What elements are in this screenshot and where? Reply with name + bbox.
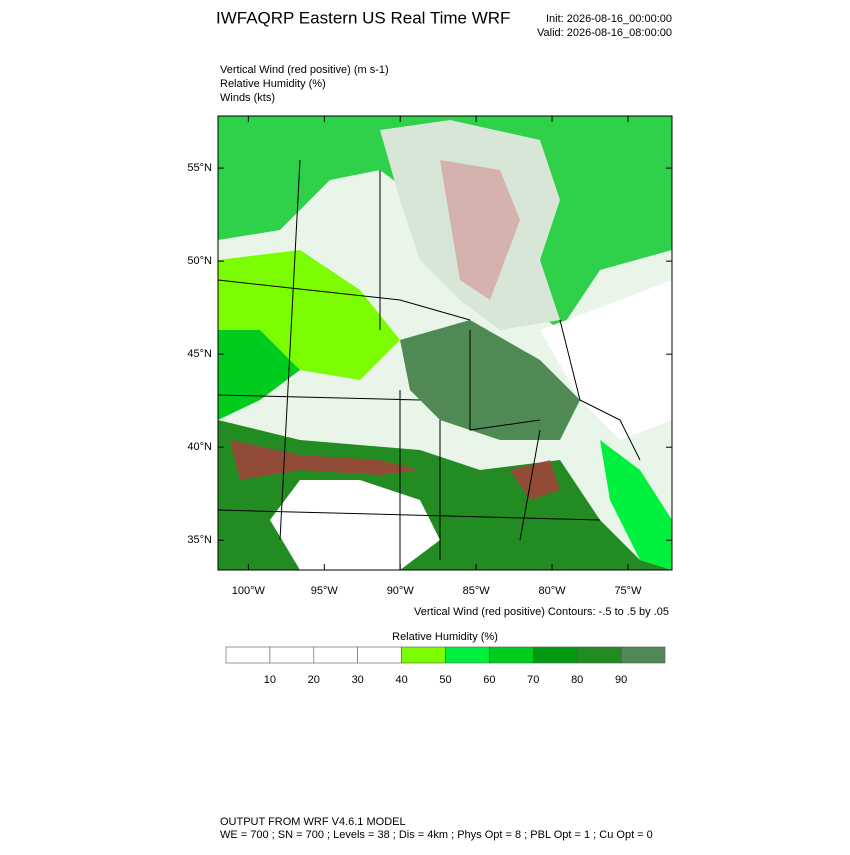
colorbar-title: Relative Humidity (%): [392, 631, 498, 643]
field-label: Winds (kts): [220, 92, 275, 104]
colorbar-label: 10: [264, 674, 276, 686]
colorbar-box: [225, 646, 271, 664]
colorbar-label: 60: [483, 674, 495, 686]
contour-note: Vertical Wind (red positive) Contours: -…: [414, 606, 669, 618]
map-frame: [217, 115, 673, 571]
y-tick-label: 55°N: [187, 162, 212, 174]
colorbar-box: [313, 646, 358, 664]
colorbar-box: [532, 646, 578, 664]
field-label: Relative Humidity (%): [220, 78, 326, 90]
x-tick-label: 85°W: [463, 585, 491, 597]
x-tick-label: 100°W: [232, 585, 266, 597]
y-tick-label: 40°N: [187, 441, 212, 453]
colorbar-label: 20: [308, 674, 320, 686]
colorbar-label: 90: [615, 674, 627, 686]
colorbar-label: 40: [395, 674, 407, 686]
field-label: Vertical Wind (red positive) (m s-1): [220, 64, 389, 76]
colorbar-box: [357, 646, 402, 664]
footer-line: WE = 700 ; SN = 700 ; Levels = 38 ; Dis …: [220, 829, 653, 841]
colorbar-label: 30: [352, 674, 364, 686]
colorbar-box: [445, 646, 490, 664]
x-tick-label: 90°W: [387, 585, 415, 597]
x-tick-label: 75°W: [614, 585, 642, 597]
valid-time: Valid: 2026-08-16_08:00:00: [537, 27, 672, 39]
init-time: Init: 2026-08-16_00:00:00: [546, 13, 672, 25]
colorbar-label: 50: [439, 674, 451, 686]
footer-line: OUTPUT FROM WRF V4.6.1 MODEL: [220, 816, 406, 828]
colorbar-label: 80: [571, 674, 583, 686]
colorbar-box: [620, 646, 666, 664]
x-tick-label: 80°W: [539, 585, 567, 597]
colorbar-box: [401, 646, 446, 664]
title: IWFAQRP Eastern US Real Time WRF: [216, 8, 510, 27]
y-tick-label: 45°N: [187, 348, 212, 360]
colorbar-box: [269, 646, 315, 664]
y-tick-label: 50°N: [187, 255, 212, 267]
colorbar-label: 70: [527, 674, 539, 686]
map-fields: [218, 116, 672, 570]
x-tick-label: 95°W: [311, 585, 339, 597]
colorbar-box: [576, 646, 622, 664]
y-tick-label: 35°N: [187, 534, 212, 546]
colorbar-box: [489, 646, 534, 664]
